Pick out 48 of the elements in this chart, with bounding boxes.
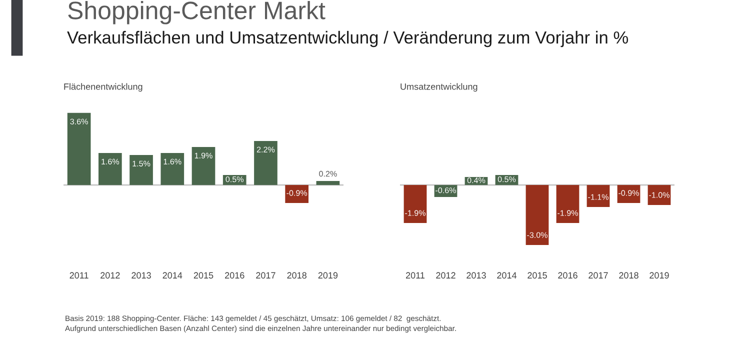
x-tick-label: 2015	[528, 272, 547, 279]
bar	[192, 146, 216, 185]
data-label: -1.1%	[588, 194, 608, 200]
x-tick-label: 2017	[256, 272, 276, 279]
data-label: -3.0%	[527, 232, 548, 238]
bar	[316, 180, 340, 185]
chart-title: Umsatzentwicklung	[400, 83, 478, 92]
data-label: 1.6%	[102, 158, 120, 164]
x-tick-label: 2015	[194, 272, 214, 279]
bar	[98, 152, 122, 185]
text: Verkaufsflächen und Umsatzentwicklung / Veränderung zum Vorjahr in %	[67, 30, 628, 48]
data-label: 1.9%	[194, 152, 212, 158]
x-tick-label: 2019	[650, 272, 669, 279]
data-label: 0.2%	[319, 170, 337, 177]
data-label: 1.5%	[132, 160, 150, 166]
data-label: -0.6%	[436, 187, 456, 194]
x-tick-label: 2011	[70, 272, 88, 279]
data-label: 3.6%	[70, 118, 88, 124]
x-tick-label: 2018	[287, 272, 306, 279]
data-label: 1.6%	[164, 158, 182, 164]
data-label: -1.9%	[558, 210, 578, 216]
data-label: -0.9%	[618, 190, 639, 196]
data-label: 2.2%	[256, 146, 275, 152]
x-tick-label: 2014	[162, 272, 182, 279]
x-tick-label: 2011	[406, 272, 425, 279]
x-tick-label: 2016	[558, 272, 578, 279]
text: Shopping-Center Markt	[68, 1, 326, 24]
x-tick-label: 2013	[132, 272, 151, 279]
x-tick-label: 2012	[100, 272, 120, 279]
data-label: 0.5%	[226, 176, 244, 182]
bar	[254, 140, 278, 185]
x-tick-label: 2017	[588, 272, 608, 279]
x-tick-label: 2016	[225, 272, 244, 279]
x-tick-label: 2018	[619, 272, 638, 279]
data-label: 0.4%	[467, 177, 486, 184]
bar	[285, 185, 308, 204]
x-tick-label: 2019	[318, 272, 338, 279]
data-label: -0.9%	[286, 190, 308, 196]
x-tick-label: 2013	[466, 272, 486, 279]
x-tick-label: 2012	[436, 272, 456, 279]
x-tick-label: 2014	[497, 272, 517, 279]
data-label: -1.9%	[405, 210, 426, 216]
data-label: 0.5%	[498, 176, 516, 182]
chart-title: Flächenentwicklung	[64, 83, 142, 92]
bar	[130, 154, 153, 185]
bar	[160, 152, 184, 185]
data-label: -1.0%	[649, 192, 670, 198]
bar	[67, 112, 91, 185]
